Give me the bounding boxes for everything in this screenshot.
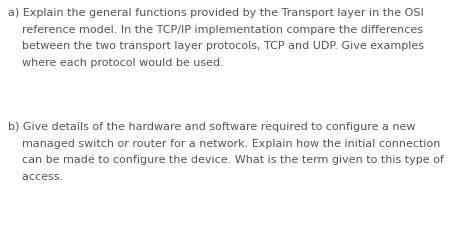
Text: a) Explain the general functions provided by the Transport layer in the OSI: a) Explain the general functions provide… <box>8 8 423 18</box>
Text: reference model. In the TCP/IP implementation compare the differences: reference model. In the TCP/IP implement… <box>8 25 422 35</box>
Text: managed switch or router for a network. Explain how the initial connection: managed switch or router for a network. … <box>8 139 439 149</box>
Text: where each protocol would be used.: where each protocol would be used. <box>8 58 223 68</box>
Text: access.: access. <box>8 172 63 182</box>
Text: b) Give details of the hardware and software required to configure a new: b) Give details of the hardware and soft… <box>8 122 415 132</box>
Text: between the two transport layer protocols, TCP and UDP. Give examples: between the two transport layer protocol… <box>8 41 423 51</box>
Text: can be made to configure the device. What is the term given to this type of: can be made to configure the device. Wha… <box>8 155 443 165</box>
